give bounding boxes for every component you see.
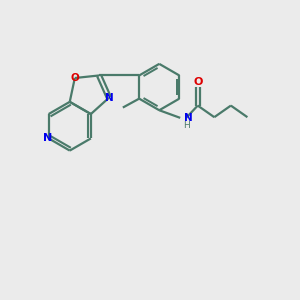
Text: O: O	[70, 73, 79, 83]
Text: N: N	[105, 93, 113, 103]
Text: N: N	[184, 113, 193, 124]
Text: O: O	[193, 77, 202, 87]
Text: N: N	[44, 134, 53, 143]
Text: H: H	[183, 121, 190, 130]
